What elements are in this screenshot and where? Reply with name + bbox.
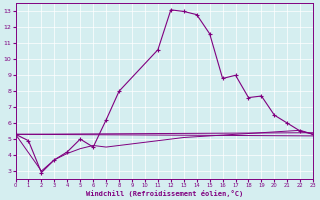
X-axis label: Windchill (Refroidissement éolien,°C): Windchill (Refroidissement éolien,°C) [86,190,243,197]
